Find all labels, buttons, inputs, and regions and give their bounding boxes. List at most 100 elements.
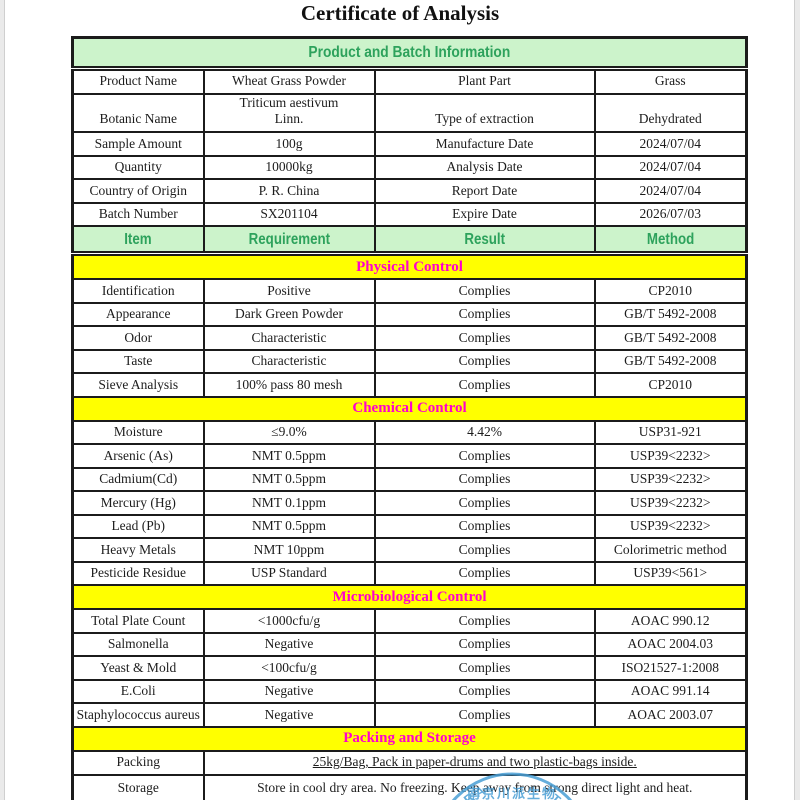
- table-row: Botanic Name Triticum aestivum Linn. Type …: [71, 92, 748, 134]
- table-row: Staphylococcus aureus Negative Complies AOA…: [71, 702, 748, 728]
- cell-item: Mercury (Hg): [71, 490, 205, 516]
- cell-item: Yeast & Mold: [71, 655, 205, 681]
- cell-label: Manufacture Date: [373, 131, 596, 157]
- cell-requirement: NMT 0.5ppm: [202, 513, 376, 540]
- packing-section-band: Packing and Storage: [71, 725, 748, 752]
- table-row: Appearance Dark Green Powder Complies GB/T …: [71, 301, 748, 328]
- cell-requirement: NMT 0.5ppm: [202, 443, 376, 469]
- info-section-band-row: Product and Batch Information: [71, 36, 748, 71]
- cell-label: Quantity: [71, 154, 205, 181]
- cell-label: Batch Number: [71, 201, 205, 228]
- cell-item: Arsenic (As): [71, 443, 205, 469]
- table-row: Odor Characteristic Complies GB/T 5492-2008: [71, 325, 748, 351]
- cell-method: CP2010: [593, 372, 748, 398]
- column-header-row: Item Requirement Result Method: [71, 225, 748, 257]
- table-row: Salmonella Negative Complies AOAC 2004.03: [71, 631, 748, 658]
- cell-method: GB/T 5492-2008: [593, 301, 748, 328]
- cell-method: AOAC 2004.03: [593, 631, 748, 658]
- cell-item: Total Plate Count: [71, 608, 205, 634]
- control-section-band-label: Chemical Control: [352, 400, 467, 417]
- cell-method: Colorimetric method: [593, 537, 748, 563]
- page-edge-right: [794, 0, 800, 800]
- packing-section-band-label: Packing and Storage: [343, 730, 476, 747]
- table-row: Country of Origin P. R. China Report Date 2…: [71, 178, 748, 204]
- certificate-table: Product and Batch Information Product Nam…: [71, 36, 749, 800]
- cell-method: USP31-921: [593, 419, 748, 446]
- column-header-label: Result: [464, 230, 505, 248]
- cell-result: Complies: [373, 513, 596, 540]
- cell-value: Triticum aestivum Linn.: [202, 92, 376, 134]
- cell-result: Complies: [373, 655, 596, 681]
- control-section-band-row: Chemical Control: [71, 395, 748, 422]
- table-row: Storage Store in cool dry area. No freezi…: [71, 773, 748, 800]
- cell-method: USP39<2232>: [593, 513, 748, 540]
- cell-requirement: Negative: [202, 678, 376, 705]
- cell-result: Complies: [373, 301, 596, 328]
- cell-item: E.Coli: [71, 678, 205, 705]
- cell-result: Complies: [373, 466, 596, 493]
- cell-result: Complies: [373, 702, 596, 728]
- cell-requirement: Positive: [202, 278, 376, 304]
- table-row: Sieve Analysis 100% pass 80 mesh Complies C…: [71, 372, 748, 398]
- control-section-band-row: Microbiological Control: [71, 584, 748, 611]
- cell-result: Complies: [373, 608, 596, 634]
- table-row: Mercury (Hg) NMT 0.1ppm Complies USP39<2232…: [71, 490, 748, 516]
- cell-method: CP2010: [593, 278, 748, 304]
- column-header-label: Method: [646, 230, 694, 248]
- cell-method: AOAC 990.12: [593, 608, 748, 634]
- column-header: Requirement: [202, 225, 376, 257]
- cell-item: Pesticide Residue: [71, 560, 205, 587]
- cell-item: Salmonella: [71, 631, 205, 658]
- cell-result: Complies: [373, 537, 596, 563]
- table-row: Lead (Pb) NMT 0.5ppm Complies USP39<2232>: [71, 513, 748, 540]
- cell-value: Wheat Grass Powder: [202, 67, 376, 95]
- cell-item: Lead (Pb): [71, 513, 205, 540]
- cell-label: Packing: [71, 749, 205, 776]
- cell-requirement: Dark Green Powder: [202, 301, 376, 328]
- cell-value: Grass: [593, 67, 748, 95]
- table-row: Quantity 10000kg Analysis Date 2024/07/04: [71, 154, 748, 181]
- control-section-band: Microbiological Control: [71, 584, 748, 611]
- cell-label: Type of extraction: [373, 92, 596, 134]
- cell-value: 2024/07/04: [593, 178, 748, 204]
- cell-value: 100g: [202, 131, 376, 157]
- page-title: Certificate of Analysis: [300, 1, 500, 25]
- info-section-band: Product and Batch Information: [71, 36, 748, 71]
- cell-result: Complies: [373, 325, 596, 351]
- cell-requirement: 100% pass 80 mesh: [202, 372, 376, 398]
- cell-value: Dehydrated: [593, 92, 748, 134]
- cell-result: Complies: [373, 348, 596, 375]
- cell-item: Identification: [71, 278, 205, 304]
- info-section-band-label: Product and Batch Information: [308, 43, 511, 61]
- table-row: Batch Number SX201104 Expire Date 2026/07/0…: [71, 201, 748, 228]
- cell-method: USP39<2232>: [593, 443, 748, 469]
- cell-item: Sieve Analysis: [71, 372, 205, 398]
- column-header: Result: [373, 225, 596, 257]
- cell-requirement: Negative: [202, 631, 376, 658]
- cell-label: Botanic Name: [71, 92, 205, 134]
- cell-method: GB/T 5492-2008: [593, 325, 748, 351]
- cell-item: Moisture: [71, 419, 205, 446]
- table-row: Product Name Wheat Grass Powder Plant Part…: [71, 67, 748, 95]
- table-row: Packing 25kg/Bag, Pack in paper-drums and…: [71, 749, 748, 776]
- cell-method: GB/T 5492-2008: [593, 348, 748, 375]
- cell-result: Complies: [373, 443, 596, 469]
- cell-method: AOAC 991.14: [593, 678, 748, 705]
- table-row: Arsenic (As) NMT 0.5ppm Complies USP39<2232…: [71, 443, 748, 469]
- cell-label: Plant Part: [373, 67, 596, 95]
- cell-value: 2024/07/04: [593, 131, 748, 157]
- cell-method: USP39<2232>: [593, 466, 748, 493]
- cell-requirement: <100cfu/g: [202, 655, 376, 681]
- table-row: Sample Amount 100g Manufacture Date 2024/07…: [71, 131, 748, 157]
- control-section-band-row: Physical Control: [71, 252, 748, 281]
- cell-value: Store in cool dry area. No freezing. Kee…: [202, 773, 748, 800]
- cell-label: Product Name: [71, 67, 205, 95]
- table-row: Cadmium(Cd) NMT 0.5ppm Complies USP39<2232>: [71, 466, 748, 493]
- cell-requirement: NMT 10ppm: [202, 537, 376, 563]
- column-header: Method: [593, 225, 748, 257]
- cell-label: Report Date: [373, 178, 596, 204]
- cell-requirement: NMT 0.1ppm: [202, 490, 376, 516]
- cell-requirement: USP Standard: [202, 560, 376, 587]
- cell-result: 4.42%: [373, 419, 596, 446]
